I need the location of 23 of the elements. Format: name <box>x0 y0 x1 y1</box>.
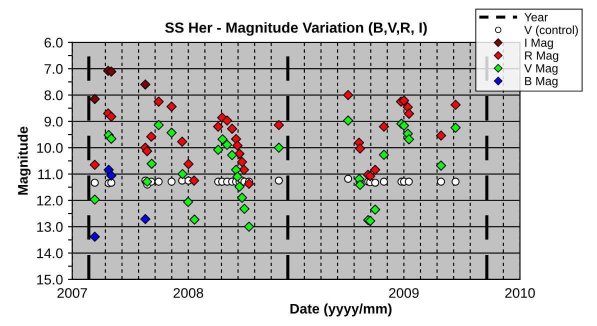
y-tick-label: 8.0 <box>44 90 63 100</box>
x-axis-title: Date (yyyy/mm) <box>290 303 392 316</box>
y-axis-title: Magnitude <box>18 126 31 195</box>
y-tick-label: 7.0 <box>44 64 63 74</box>
y-tick-label: 11.0 <box>38 169 63 180</box>
x-tick-label: 2007 <box>57 288 87 298</box>
x-tick-label: 2010 <box>505 288 535 298</box>
x-tick-label: 2008 <box>174 288 204 298</box>
legend-label: B Mag <box>525 77 558 88</box>
y-tick-label: 13.0 <box>37 222 63 232</box>
x-tick-label: 2009 <box>389 288 419 298</box>
y-tick-label: 10.0 <box>37 143 63 153</box>
y-tick-label: 15.0 <box>37 274 63 285</box>
y-tick-label: 14.0 <box>37 248 63 258</box>
legend-label: V (control) <box>524 25 578 36</box>
legend-label: Year <box>524 13 548 22</box>
chart-title: SS Her - Magnitude Variation (B,V,R, I) <box>165 22 427 36</box>
y-tick-label: 6.0 <box>44 38 63 48</box>
legend-label: V Mag <box>524 64 558 75</box>
legend-label: I Mag <box>525 38 553 50</box>
y-tick-label: 12.0 <box>37 196 63 206</box>
legend-label: R Mag <box>525 51 558 62</box>
y-tick-label: 9.0 <box>44 116 63 127</box>
